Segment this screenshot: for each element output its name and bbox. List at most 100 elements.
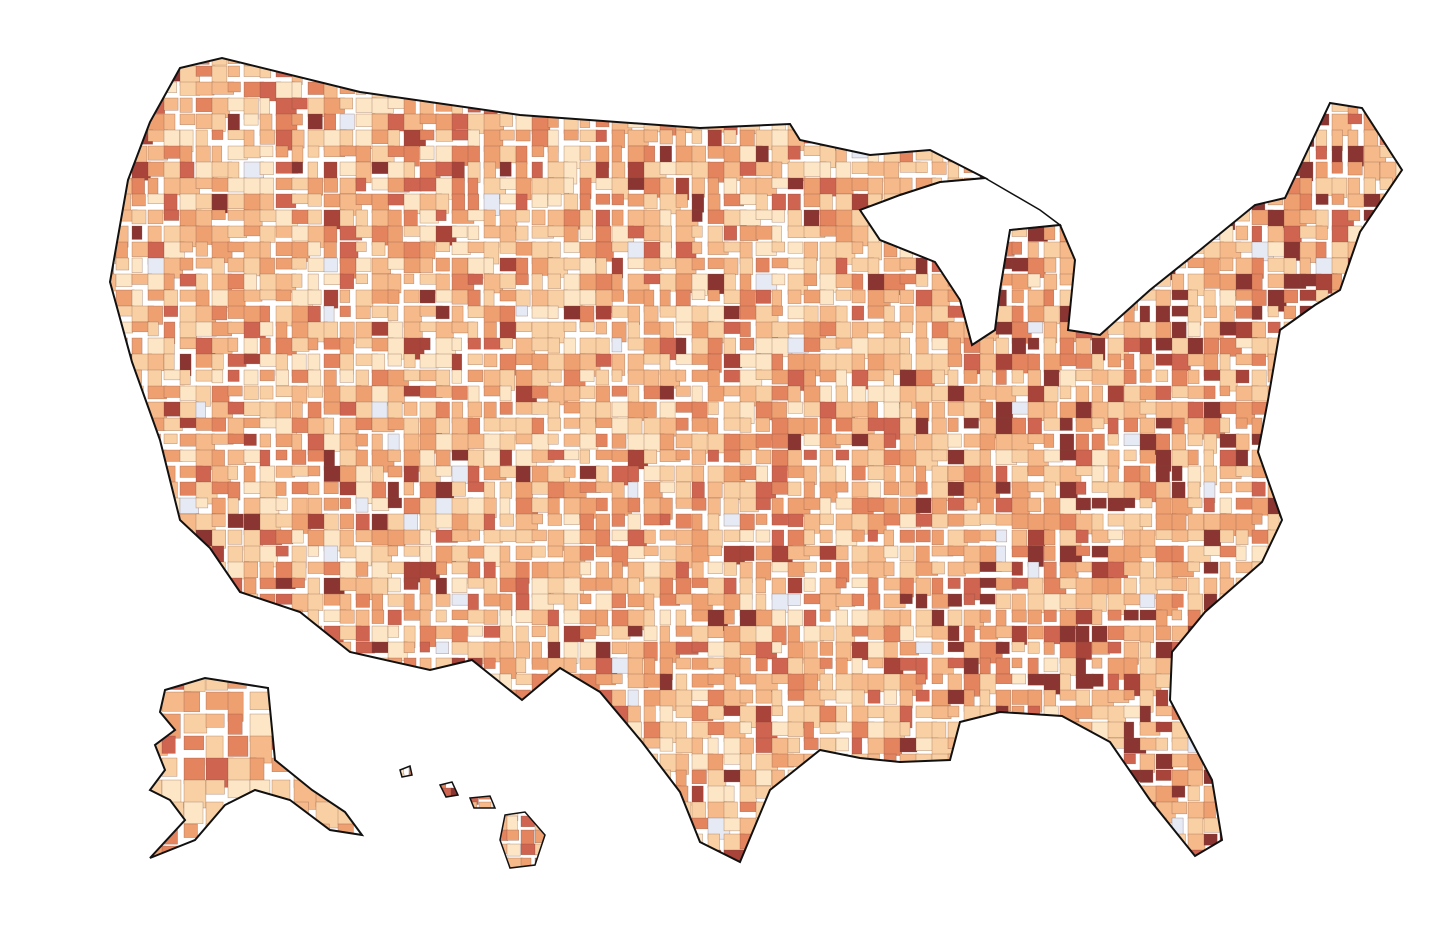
county	[691, 129, 703, 144]
county	[947, 65, 969, 78]
county	[506, 829, 519, 841]
county	[115, 769, 138, 788]
county	[275, 369, 289, 386]
county	[883, 305, 895, 322]
county	[499, 449, 513, 466]
county	[1331, 625, 1351, 639]
county	[1347, 129, 1359, 149]
county	[579, 65, 592, 87]
county	[579, 289, 596, 306]
county	[627, 97, 643, 121]
county	[227, 177, 247, 193]
county	[1363, 689, 1376, 703]
county	[179, 641, 191, 664]
county	[243, 625, 263, 645]
county	[1171, 513, 1187, 533]
county	[931, 81, 948, 104]
county	[422, 857, 434, 868]
county	[323, 58, 340, 72]
county	[803, 577, 816, 592]
county	[183, 845, 201, 858]
county	[995, 849, 1007, 862]
county	[627, 705, 641, 723]
county	[211, 353, 224, 370]
county	[275, 289, 292, 302]
county	[771, 385, 791, 401]
county	[1155, 97, 1176, 119]
county	[387, 193, 407, 206]
county	[1379, 465, 1402, 479]
county	[707, 497, 721, 516]
county	[915, 369, 935, 387]
county	[515, 641, 530, 659]
county	[1123, 817, 1142, 839]
county	[115, 657, 134, 677]
county	[531, 513, 543, 525]
county	[915, 529, 931, 543]
county	[675, 625, 695, 637]
county	[915, 305, 932, 323]
county	[579, 433, 599, 450]
county	[1379, 497, 1391, 509]
county	[1124, 866, 1143, 888]
county	[1171, 177, 1191, 199]
county	[422, 773, 437, 793]
county	[179, 625, 203, 642]
county	[579, 785, 596, 803]
county	[1315, 641, 1330, 654]
county	[947, 481, 965, 496]
county	[995, 97, 1010, 118]
county	[1091, 737, 1105, 752]
county	[611, 145, 622, 162]
county	[1395, 689, 1402, 708]
county	[1331, 769, 1346, 790]
county	[211, 129, 224, 140]
county	[707, 481, 723, 499]
county	[867, 657, 884, 669]
county	[483, 289, 495, 307]
county	[115, 497, 135, 510]
county	[110, 593, 116, 609]
county	[643, 65, 657, 81]
county	[1091, 673, 1104, 687]
county	[211, 641, 227, 664]
county	[339, 289, 351, 303]
county	[451, 385, 468, 400]
county	[627, 641, 644, 660]
county	[163, 273, 175, 290]
county	[707, 353, 722, 373]
county	[947, 801, 965, 814]
county	[867, 81, 883, 95]
county	[1107, 305, 1123, 316]
county	[435, 305, 450, 320]
county	[803, 113, 819, 136]
county	[1091, 257, 1115, 271]
county	[1171, 321, 1187, 341]
county	[323, 257, 338, 273]
county	[464, 773, 479, 792]
county	[931, 689, 951, 707]
county	[147, 305, 163, 325]
county	[499, 705, 512, 724]
county	[339, 129, 354, 147]
county	[1219, 849, 1242, 862]
county	[339, 785, 357, 806]
county	[723, 58, 746, 65]
county	[211, 257, 225, 275]
county	[611, 337, 623, 353]
county	[243, 113, 259, 126]
county	[819, 513, 834, 525]
county	[899, 609, 912, 627]
county	[1171, 65, 1195, 88]
county	[643, 769, 666, 790]
county	[110, 81, 115, 97]
county	[403, 801, 417, 816]
county	[195, 193, 213, 210]
county	[947, 849, 963, 860]
county	[1203, 609, 1225, 630]
county	[771, 305, 783, 316]
county	[1379, 113, 1402, 136]
county	[110, 385, 116, 398]
county	[579, 97, 601, 115]
county	[1363, 465, 1383, 488]
